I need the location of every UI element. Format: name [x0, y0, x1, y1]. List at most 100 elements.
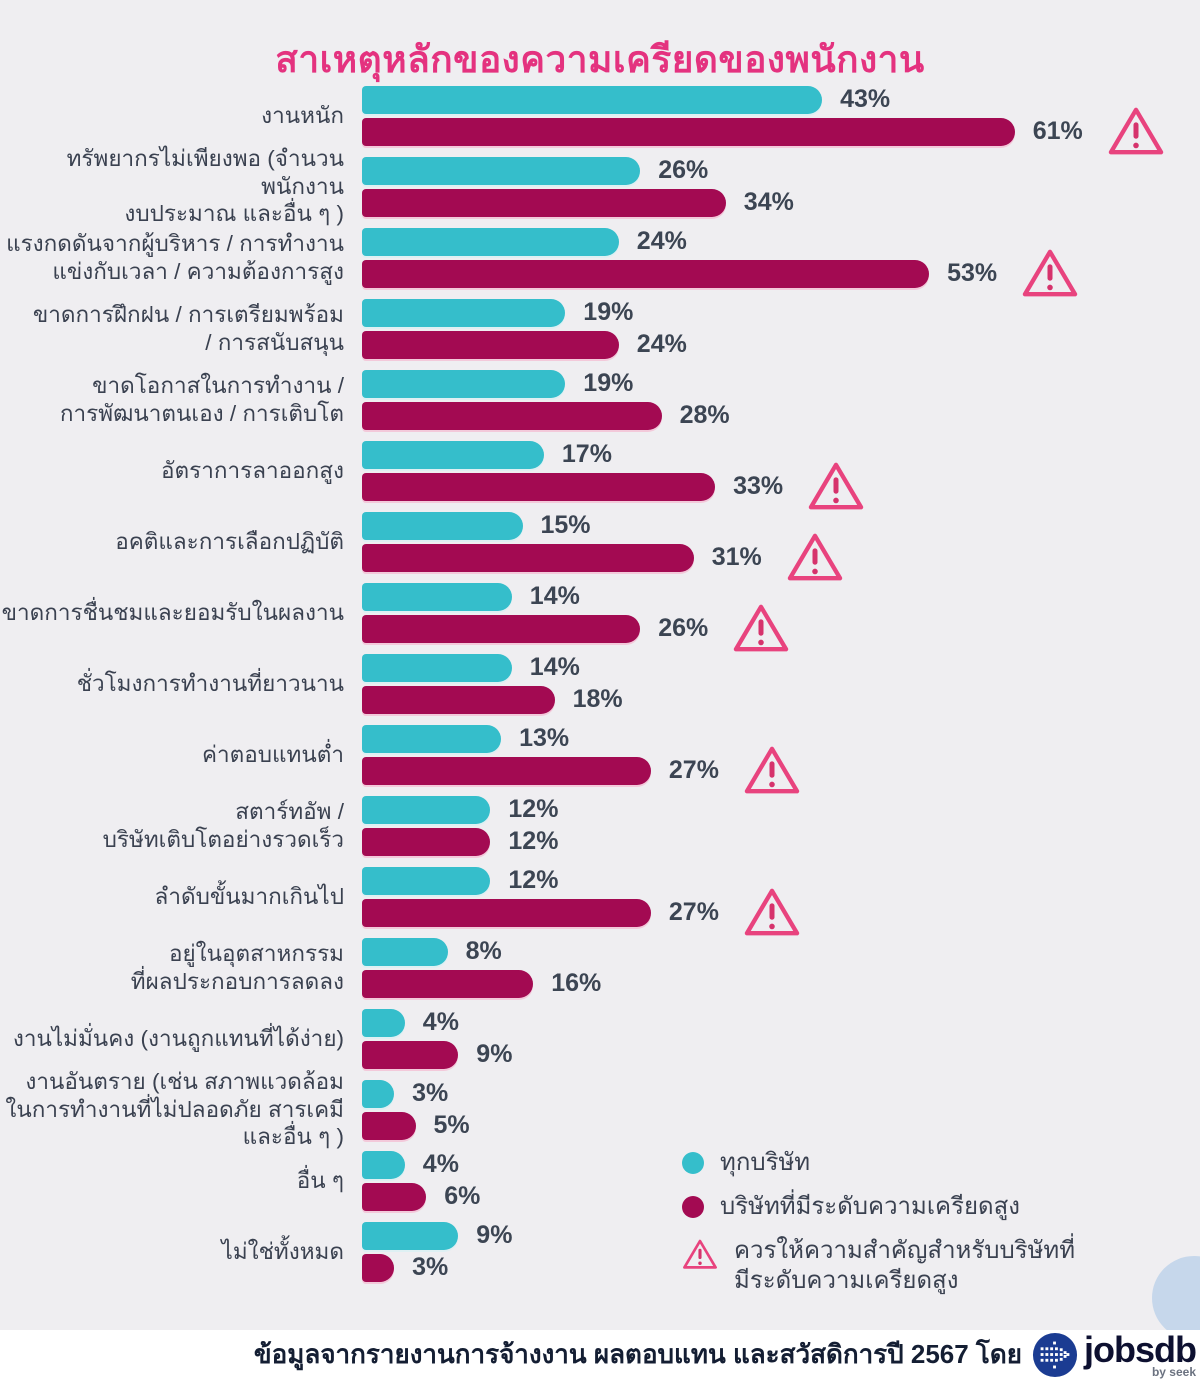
bar-line-all-companies: 24% — [362, 227, 1200, 256]
warning-triangle-icon — [734, 604, 789, 652]
bar-line-high-stress: 3% — [362, 1253, 1200, 1282]
bar-line-high-stress: 5% — [362, 1111, 1200, 1140]
chart-row: ขาดการชื่นชมและยอมรับในผลงาน 14% 26% — [0, 577, 1200, 652]
bar-pair: 4% 9% — [362, 1008, 1200, 1069]
bar-high-stress — [362, 1253, 395, 1282]
bar-line-all-companies: 43% — [362, 85, 1200, 114]
bar-line-all-companies: 19% — [362, 369, 1200, 398]
value-label-all-companies: 3% — [412, 1079, 449, 1107]
jobsdb-logo: jobsdb by seek — [1032, 1331, 1197, 1378]
chart-title: สาเหตุหลักของความเครียดของพนักงาน — [275, 39, 925, 80]
value-label-high-stress: 5% — [433, 1111, 470, 1139]
footer: ข้อมูลจากรายงานการจ้างงาน ผลตอบแทน และสว… — [0, 1330, 1200, 1379]
bar-high-stress — [362, 330, 619, 359]
value-label-all-companies: 13% — [519, 724, 570, 752]
value-label-all-companies: 19% — [583, 369, 634, 397]
bar-all-companies — [362, 866, 491, 895]
bar-high-stress — [362, 614, 641, 643]
value-label-all-companies: 12% — [508, 795, 559, 823]
category-label: ชั่วโมงการทำงานที่ยาวนาน — [76, 670, 344, 696]
crimson-dot-icon — [682, 1196, 704, 1218]
category-label: ไม่ใช่ทั้งหมด — [221, 1238, 345, 1264]
bar-line-all-companies: 19% — [362, 298, 1200, 327]
bar-all-companies — [362, 227, 619, 256]
chart-row: ขาดการฝึกฝน / การเตรียมพร้อม / การสนับสน… — [0, 293, 1200, 364]
bar-all-companies — [362, 511, 523, 540]
bar-line-all-companies: 14% — [362, 653, 1200, 682]
value-label-high-stress: 18% — [572, 685, 623, 713]
value-label-high-stress: 12% — [508, 827, 559, 855]
bar-line-all-companies: 8% — [362, 937, 1200, 966]
bar-line-high-stress: 28% — [362, 401, 1200, 430]
bar-all-companies — [362, 653, 512, 682]
bar-line-all-companies: 15% — [362, 511, 1200, 540]
value-label-all-companies: 26% — [658, 156, 709, 184]
warning-triangle-icon — [744, 888, 800, 936]
warning-triangle-icon — [1108, 107, 1163, 155]
value-label-all-companies: 17% — [561, 440, 612, 468]
bar-high-stress — [362, 1111, 416, 1140]
bar-pair: 43% 61% — [362, 85, 1200, 155]
bar-pair: 19% 28% — [362, 369, 1200, 430]
bar-pair: 12% 27% — [362, 866, 1200, 936]
jobsdb-wordmark: jobsdb by seek — [1084, 1331, 1197, 1378]
bar-high-stress — [362, 1040, 459, 1069]
bar-high-stress — [362, 756, 651, 785]
bar-high-stress — [362, 898, 651, 927]
category-label: ขาดการฝึกฝน / การเตรียมพร้อม / การสนับสน… — [32, 302, 344, 355]
bar-pair: 17% 33% — [362, 440, 1200, 510]
category-label: อคติและการเลือกปฏิบัติ — [115, 528, 344, 554]
bar-all-companies — [362, 440, 544, 469]
bar-pair: 12% 12% — [362, 795, 1200, 856]
legend-label-high-stress: บริษัทที่มีระดับความเครียดสูง — [720, 1193, 1020, 1220]
bar-line-high-stress: 9% — [362, 1040, 1200, 1069]
legend-item-warning: ควรให้ความสำคัญสำหรับบริษัทที่ มีระดับคว… — [682, 1236, 1075, 1296]
bar-line-high-stress: 6% — [362, 1182, 1200, 1211]
chart-rows: งานหนัก 43% 61% ทรัพยากรไม่เพียงพอ (จำนว… — [0, 80, 1200, 1287]
category-label: งานหนัก — [261, 102, 344, 128]
bar-line-high-stress: 18% — [362, 685, 1200, 714]
bar-all-companies — [362, 582, 512, 611]
chart-row: ค่าตอบแทนต่ำ 13% 27% — [0, 719, 1200, 794]
chart-row: สตาร์ทอัพ / บริษัทเติบโตอย่างรวดเร็ว 12%… — [0, 790, 1200, 861]
bar-high-stress — [362, 117, 1015, 146]
value-label-all-companies: 4% — [422, 1150, 459, 1178]
bar-line-all-companies: 12% — [362, 866, 1200, 895]
category-label: ลำดับขั้นมากเกินไป — [154, 883, 344, 909]
bar-line-all-companies: 4% — [362, 1150, 1200, 1179]
value-label-high-stress: 61% — [1032, 117, 1083, 145]
chart-row: ชั่วโมงการทำงานที่ยาวนาน 14% 18% — [0, 648, 1200, 719]
category-label: ทรัพยากรไม่เพียงพอ (จำนวนพนักงาน งบประมา… — [66, 146, 344, 227]
bar-all-companies — [362, 298, 566, 327]
bar-high-stress — [362, 969, 534, 998]
bar-line-high-stress: 33% — [362, 462, 1200, 510]
value-label-all-companies: 14% — [529, 582, 580, 610]
chart-row: ทรัพยากรไม่เพียงพอ (จำนวนพนักงาน งบประมา… — [0, 146, 1200, 226]
chart-row: แรงกดดันจากผู้บริหาร / การทำงาน แข่งกับเ… — [0, 222, 1200, 297]
legend-item-high-stress: บริษัทที่มีระดับความเครียดสูง — [682, 1192, 1075, 1222]
chart-row: งานอันตราย (เช่น สภาพแวดล้อม ในการทำงานท… — [0, 1069, 1200, 1149]
bar-pair: 19% 24% — [362, 298, 1200, 359]
legend: ทุกบริษัท บริษัทที่มีระดับความเครียดสูง … — [682, 1148, 1075, 1296]
bar-all-companies — [362, 1008, 405, 1037]
category-label: ค่าตอบแทนต่ำ — [201, 741, 344, 767]
chart-row: งานไม่มั่นคง (งานถูกแทนที่ได้ง่าย) 4% 9% — [0, 1003, 1200, 1074]
value-label-high-stress: 34% — [743, 188, 794, 216]
bar-high-stress — [362, 543, 694, 572]
chart-panel: สาเหตุหลักของความเครียดของพนักงาน งานหนั… — [0, 0, 1200, 1330]
category-label: อัตราการลาออกสูง — [161, 457, 344, 483]
bar-pair: 14% 26% — [362, 582, 1200, 652]
bar-line-all-companies: 4% — [362, 1008, 1200, 1037]
bar-all-companies — [362, 795, 491, 824]
value-label-high-stress: 27% — [668, 898, 719, 926]
bar-high-stress — [362, 827, 491, 856]
bar-line-high-stress: 12% — [362, 827, 1200, 856]
bar-all-companies — [362, 1150, 405, 1179]
chart-row: ลำดับขั้นมากเกินไป 12% 27% — [0, 861, 1200, 936]
chart-row: อยู่ในอุตสาหกรรม ที่ผลประกอบการลดลง 8% 1… — [0, 932, 1200, 1003]
category-label: สตาร์ทอัพ / บริษัทเติบโตอย่างรวดเร็ว — [102, 799, 344, 852]
warning-triangle-icon — [744, 746, 800, 794]
bar-line-all-companies: 9% — [362, 1221, 1200, 1250]
value-label-all-companies: 14% — [529, 653, 580, 681]
value-label-high-stress: 33% — [733, 472, 784, 500]
